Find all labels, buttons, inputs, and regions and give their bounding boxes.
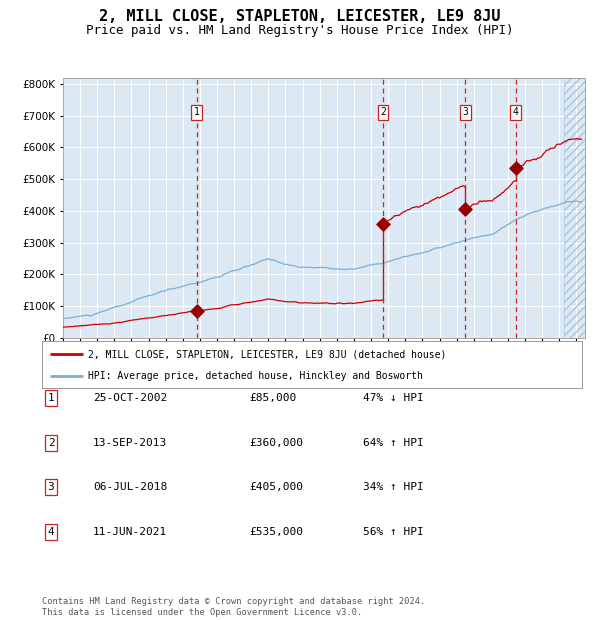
Text: Price paid vs. HM Land Registry's House Price Index (HPI): Price paid vs. HM Land Registry's House … — [86, 24, 514, 37]
Text: Contains HM Land Registry data © Crown copyright and database right 2024.
This d: Contains HM Land Registry data © Crown c… — [42, 598, 425, 617]
Text: 13-SEP-2013: 13-SEP-2013 — [93, 438, 167, 448]
Text: 1: 1 — [47, 393, 55, 403]
Text: 56% ↑ HPI: 56% ↑ HPI — [363, 527, 424, 537]
Text: 11-JUN-2021: 11-JUN-2021 — [93, 527, 167, 537]
Text: HPI: Average price, detached house, Hinckley and Bosworth: HPI: Average price, detached house, Hinc… — [88, 371, 423, 381]
Text: 1: 1 — [194, 107, 200, 117]
Text: 2: 2 — [380, 107, 386, 117]
Text: 34% ↑ HPI: 34% ↑ HPI — [363, 482, 424, 492]
Text: 4: 4 — [47, 527, 55, 537]
Text: 06-JUL-2018: 06-JUL-2018 — [93, 482, 167, 492]
Text: £360,000: £360,000 — [249, 438, 303, 448]
Text: 2: 2 — [47, 438, 55, 448]
Text: 3: 3 — [463, 107, 469, 117]
Text: 2, MILL CLOSE, STAPLETON, LEICESTER, LE9 8JU (detached house): 2, MILL CLOSE, STAPLETON, LEICESTER, LE9… — [88, 349, 446, 359]
Point — [511, 163, 520, 173]
Text: 25-OCT-2002: 25-OCT-2002 — [93, 393, 167, 403]
Text: 2, MILL CLOSE, STAPLETON, LEICESTER, LE9 8JU: 2, MILL CLOSE, STAPLETON, LEICESTER, LE9… — [99, 9, 501, 24]
Text: 3: 3 — [47, 482, 55, 492]
Point — [378, 219, 388, 229]
Point — [461, 205, 470, 215]
Text: £405,000: £405,000 — [249, 482, 303, 492]
Text: £535,000: £535,000 — [249, 527, 303, 537]
Text: 64% ↑ HPI: 64% ↑ HPI — [363, 438, 424, 448]
Text: 4: 4 — [512, 107, 518, 117]
Text: 47% ↓ HPI: 47% ↓ HPI — [363, 393, 424, 403]
Point — [192, 306, 202, 316]
Text: £85,000: £85,000 — [249, 393, 296, 403]
